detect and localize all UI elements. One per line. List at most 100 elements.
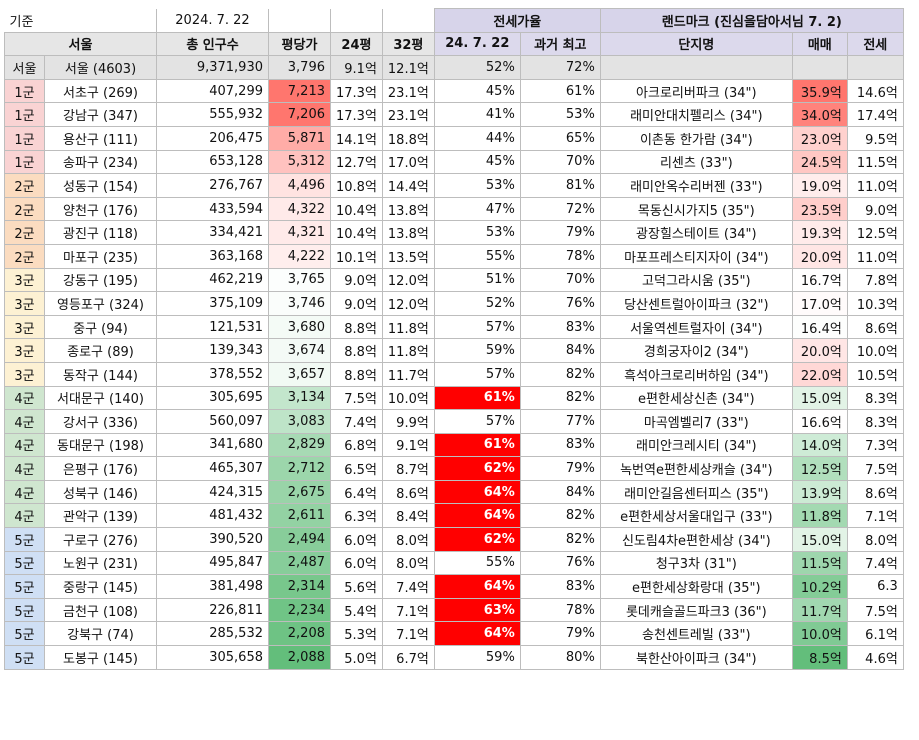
p24-cell: 9.0억 xyxy=(330,291,383,316)
jeonse-cell: 9.0억 xyxy=(846,196,904,222)
ratio-max-cell: 76% xyxy=(519,550,601,576)
p32-cell: 13.8억 xyxy=(381,220,435,245)
region-cell: 관악구 (139) xyxy=(44,503,157,529)
ratio-max-cell: 81% xyxy=(519,173,601,198)
population-cell: 9,371,930 xyxy=(156,55,269,80)
region-cell: 광진구 (118) xyxy=(44,220,157,245)
ratio-max-cell: 82% xyxy=(519,527,601,552)
population-cell: 462,219 xyxy=(156,267,269,293)
price-cell: 5,312 xyxy=(268,149,331,175)
jeonse-cell: 8.3억 xyxy=(846,385,904,411)
region-cell: 강동구 (195) xyxy=(44,267,157,293)
ratio-now-cell: 59% xyxy=(433,645,521,670)
population-cell: 341,680 xyxy=(156,432,269,458)
header-32: 32평 xyxy=(381,31,435,57)
basis-date: 2024. 7. 22 xyxy=(156,8,269,33)
population-cell: 226,811 xyxy=(156,597,269,623)
header-complex: 단지명 xyxy=(599,31,793,57)
jeonse-cell: 10.3억 xyxy=(846,291,904,316)
grade-cell: 1군 xyxy=(4,125,45,151)
sale-cell: 34.0억 xyxy=(791,102,848,127)
ratio-max-cell: 72% xyxy=(519,55,601,80)
p24-cell: 14.1억 xyxy=(330,125,383,151)
grade-cell: 5군 xyxy=(4,645,45,670)
ratio-now-cell: 44% xyxy=(433,125,521,151)
p24-cell: 5.4억 xyxy=(330,597,383,623)
complex-cell: 고덕그라시움 (35") xyxy=(599,267,793,293)
sale-cell: 20.0억 xyxy=(791,338,848,363)
jeonse-cell: 7.4억 xyxy=(846,550,904,576)
grade-cell: 5군 xyxy=(4,574,45,599)
column-header-row: 서울 총 인구수 평당가 24평 32평 24. 7. 22 과거 최고 단지명… xyxy=(4,31,904,57)
p32-cell: 14.4억 xyxy=(381,173,435,198)
complex-cell: 녹번역e편한세상캐슬 (34") xyxy=(599,456,793,481)
ratio-max-cell: 78% xyxy=(519,597,601,623)
complex-cell: 당산센트럴아이파크 (32") xyxy=(599,291,793,316)
jeonse-cell: 7.1억 xyxy=(846,503,904,529)
p24-cell: 7.4억 xyxy=(330,409,383,434)
table-row: 4군 성북구 (146) 424,315 2,675 6.4억 8.6억 64% 84% 래미안… xyxy=(4,479,904,505)
table-row: 2군 양천구 (176) 433,594 4,322 10.4억 13.8억 47% 72% 목… xyxy=(4,196,904,222)
p32-cell: 8.0억 xyxy=(381,550,435,576)
table-row: 4군 강서구 (336) 560,097 3,083 7.4억 9.9억 57% 77% 마곡엠… xyxy=(4,409,904,434)
complex-cell: 롯데캐슬골드파크3 (36") xyxy=(599,597,793,623)
complex-cell: 북한산아이파크 (34") xyxy=(599,645,793,670)
price-cell: 4,321 xyxy=(268,220,331,245)
p32-cell: 8.6억 xyxy=(381,479,435,505)
region-cell: 서대문구 (140) xyxy=(44,385,157,411)
complex-cell: 신도림4차e편한세상 (34") xyxy=(599,527,793,552)
table-row: 1군 서초구 (269) 407,299 7,213 17.3억 23.1억 45% 61% 아… xyxy=(4,78,904,104)
region-cell: 성북구 (146) xyxy=(44,479,157,505)
table-row: 1군 강남구 (347) 555,932 7,206 17.3억 23.1억 41% 53% 래… xyxy=(4,102,904,127)
table-row: 1군 용산구 (111) 206,475 5,871 14.1억 18.8억 44% 65% 이… xyxy=(4,125,904,151)
sale-cell: 11.5억 xyxy=(791,550,848,576)
p32-cell: 18.8억 xyxy=(381,125,435,151)
region-cell: 중랑구 (145) xyxy=(44,574,157,599)
grade-cell: 4군 xyxy=(4,409,45,434)
ratio-now-cell: 64% xyxy=(433,574,521,599)
header-ratio-max: 과거 최고 xyxy=(519,31,601,57)
ratio-max-cell: 79% xyxy=(519,220,601,245)
grade-cell: 1군 xyxy=(4,149,45,175)
population-cell: 381,498 xyxy=(156,574,269,599)
p24-cell: 9.1억 xyxy=(330,55,383,80)
p24-cell: 12.7억 xyxy=(330,149,383,175)
ratio-now-cell: 55% xyxy=(433,550,521,576)
jeonse-cell: 11.0억 xyxy=(846,173,904,198)
ratio-now-cell: 57% xyxy=(433,314,521,340)
grade-cell: 2군 xyxy=(4,196,45,222)
header-24: 24평 xyxy=(330,31,383,57)
p32-cell: 9.1억 xyxy=(381,432,435,458)
ratio-max-cell: 61% xyxy=(519,78,601,104)
price-cell: 7,206 xyxy=(268,102,331,127)
complex-cell: 래미안길음센터피스 (35") xyxy=(599,479,793,505)
grade-cell: 4군 xyxy=(4,503,45,529)
grade-cell: 4군 xyxy=(4,479,45,505)
grade-cell: 3군 xyxy=(4,267,45,293)
ratio-max-cell: 70% xyxy=(519,267,601,293)
region-cell: 양천구 (176) xyxy=(44,196,157,222)
table-row: 3군 영등포구 (324) 375,109 3,746 9.0억 12.0억 52% 76% 당… xyxy=(4,291,904,316)
ratio-now-cell: 61% xyxy=(433,385,521,411)
ratio-now-cell: 55% xyxy=(433,243,521,269)
jeonse-cell: 14.6억 xyxy=(846,78,904,104)
population-cell: 433,594 xyxy=(156,196,269,222)
p32-cell: 8.4억 xyxy=(381,503,435,529)
sale-cell: 16.6억 xyxy=(791,409,848,434)
p24-cell: 8.8억 xyxy=(330,361,383,387)
ratio-max-cell: 79% xyxy=(519,621,601,647)
apartment-price-table: 기준 2024. 7. 22 전세가율 랜드마크 (진심을담아서님 7. 2) … xyxy=(4,8,904,670)
jeonse-cell: 7.8억 xyxy=(846,267,904,293)
grade-cell: 1군 xyxy=(4,102,45,127)
p32-cell: 12.0억 xyxy=(381,291,435,316)
seoul-summary-row: 서울 서울 (4603) 9,371,930 3,796 9.1억 12.1억 … xyxy=(4,55,904,80)
region-cell: 강북구 (74) xyxy=(44,621,157,647)
sale-cell: 23.0억 xyxy=(791,125,848,151)
header-ratio-now: 24. 7. 22 xyxy=(433,31,521,57)
ratio-max-cell: 76% xyxy=(519,291,601,316)
p24-cell: 6.3억 xyxy=(330,503,383,529)
ratio-max-cell: 80% xyxy=(519,645,601,670)
ratio-max-cell: 83% xyxy=(519,432,601,458)
ratio-now-cell: 53% xyxy=(433,173,521,198)
table-row: 4군 동대문구 (198) 341,680 2,829 6.8억 9.1억 61% 83% 래미… xyxy=(4,432,904,458)
